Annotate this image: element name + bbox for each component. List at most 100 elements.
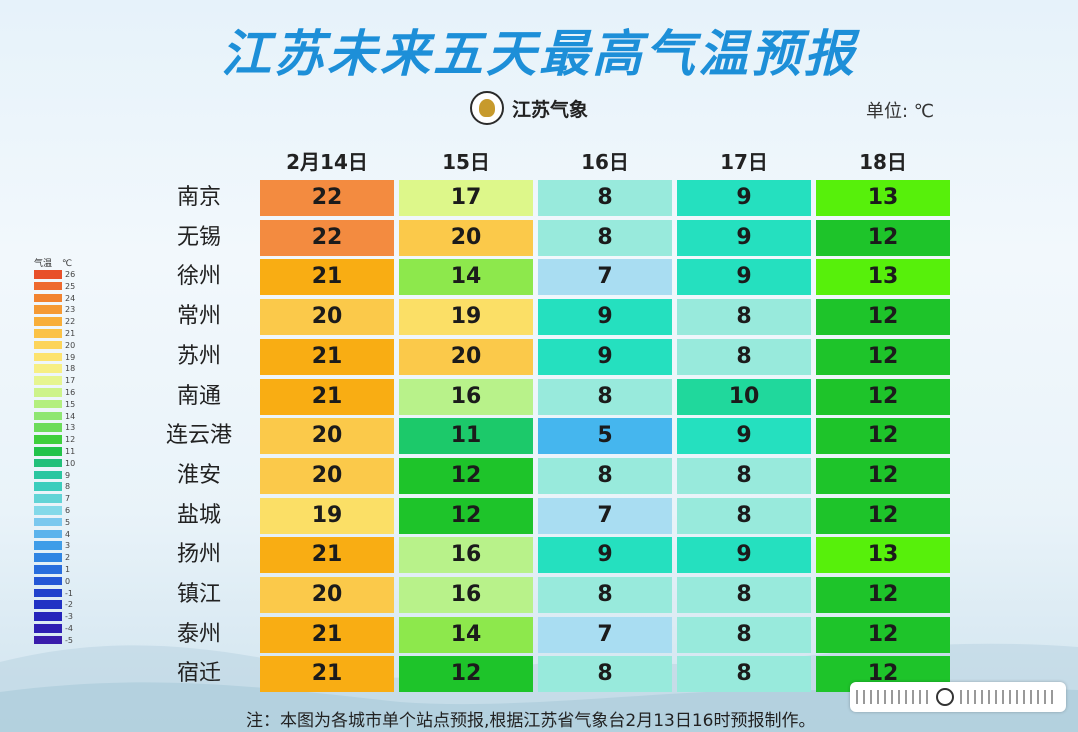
- legend-color-step: [34, 494, 62, 503]
- temperature-cell: 12: [816, 577, 950, 613]
- legend-color-step: [34, 517, 62, 527]
- city-label: 泰州: [176, 622, 221, 647]
- temperature-cell: 12: [399, 656, 533, 692]
- temperature-cell: 14: [399, 617, 533, 653]
- logo-text: 江苏气象: [512, 98, 589, 121]
- image-viewer-toolbar[interactable]: [850, 682, 1066, 712]
- temperature-cell: 9: [538, 537, 672, 573]
- legend-tick-label: 11: [65, 447, 76, 456]
- toolbar-left-controls[interactable]: [856, 690, 930, 704]
- city-label: 无锡: [176, 225, 221, 250]
- legend-tick-label: 6: [65, 506, 71, 515]
- temperature-cell: 20: [260, 458, 394, 494]
- day-header: 17日: [720, 150, 768, 174]
- legend-color-step: [34, 281, 62, 291]
- legend-tick-label: 18: [65, 364, 76, 374]
- temperature-cell: 8: [677, 617, 811, 653]
- temperature-cell: 8: [677, 577, 811, 613]
- temperature-cell: 12: [399, 498, 533, 534]
- temperature-cell: 16: [399, 577, 533, 613]
- legend-color-step: [34, 435, 62, 444]
- temperature-cell: 12: [816, 339, 950, 375]
- temperature-cell: 8: [677, 299, 811, 335]
- city-label: 淮安: [176, 463, 221, 488]
- temperature-cell: 11: [399, 418, 533, 454]
- city-label: 镇江: [176, 582, 221, 607]
- legend-tick-label: -1: [65, 588, 73, 598]
- temperature-cell: 8: [538, 577, 672, 613]
- legend-tick-label: 23: [65, 305, 76, 315]
- legend-color-step: [34, 553, 62, 562]
- temperature-cell: 9: [677, 180, 811, 216]
- jiangsu-weather-logo-icon: [470, 91, 504, 125]
- legend-color-step: [34, 600, 62, 609]
- circle-icon[interactable]: [936, 688, 954, 706]
- legend-color-step: [34, 635, 62, 645]
- legend-color-step: [34, 588, 62, 598]
- temperature-cell: 7: [538, 498, 672, 534]
- legend-header: 气温 ℃: [34, 256, 82, 269]
- temperature-cell: 12: [816, 299, 950, 335]
- temperature-cell: 21: [260, 617, 394, 653]
- page-title: 江苏未来五天最高气温预报: [221, 25, 857, 83]
- city-label: 徐州: [176, 264, 221, 289]
- temperature-cell: 19: [399, 299, 533, 335]
- temperature-cell: 14: [399, 259, 533, 295]
- legend-color-step: [34, 447, 62, 456]
- legend-tick-label: 19: [65, 352, 76, 362]
- legend-tick-label: 3: [65, 541, 71, 551]
- temperature-cell: 21: [260, 537, 394, 573]
- legend-tick-label: 26: [65, 270, 76, 279]
- legend-unit: ℃: [62, 259, 73, 269]
- footnote: 注：本图为各城市单个站点预报,根据江苏省气象台2月13日16时预报制作。: [246, 711, 816, 731]
- legend-tick-label: 20: [65, 340, 76, 350]
- day-header: 16日: [581, 150, 629, 174]
- city-label: 连云港: [165, 423, 232, 448]
- temperature-cell: 19: [260, 498, 394, 534]
- legend-color-step: [34, 612, 62, 621]
- legend-tick-label: -4: [65, 624, 73, 633]
- temperature-cell: 20: [260, 577, 394, 613]
- legend-tick-label: 25: [65, 281, 76, 291]
- temperature-cell: 8: [677, 498, 811, 534]
- temperature-cell: 13: [816, 259, 950, 295]
- temperature-cell: 9: [538, 339, 672, 375]
- legend-color-step: [34, 352, 62, 362]
- legend-color-step: [34, 470, 62, 480]
- temperature-cell: 16: [399, 537, 533, 573]
- legend-color-step: [34, 364, 62, 373]
- temperature-cell: 9: [677, 418, 811, 454]
- legend-color-step: [34, 340, 62, 350]
- temperature-cell: 12: [816, 458, 950, 494]
- legend-tick-label: 17: [65, 376, 76, 386]
- temperature-cell: 22: [260, 220, 394, 256]
- temperature-cell: 20: [399, 220, 533, 256]
- legend-color-step: [34, 529, 62, 539]
- unit-label: 单位: ℃: [866, 101, 935, 122]
- city-label: 盐城: [176, 503, 221, 528]
- temperature-cell: 9: [677, 259, 811, 295]
- temperature-cell: 8: [677, 458, 811, 494]
- legend-tick-label: 10: [65, 458, 76, 468]
- legend-tick-label: 21: [65, 329, 76, 338]
- city-label: 南通: [176, 384, 221, 409]
- legend-color-step: [34, 565, 62, 574]
- legend-tick-label: 12: [65, 435, 76, 445]
- toolbar-right-controls[interactable]: [960, 690, 1055, 704]
- temperature-cell: 7: [538, 617, 672, 653]
- legend-tick-label: -2: [65, 600, 73, 610]
- legend-tick-label: 22: [65, 317, 76, 327]
- legend-tick-label: 16: [65, 388, 76, 397]
- legend-color-step: [34, 329, 62, 338]
- legend-color-step: [34, 506, 62, 515]
- temperature-cell: 17: [399, 180, 533, 216]
- temperature-cell: 5: [538, 418, 672, 454]
- city-label: 宿迁: [176, 661, 221, 686]
- city-label: 南京: [176, 185, 221, 210]
- legend-tick-label: 14: [65, 411, 76, 421]
- temperature-cell: 22: [260, 180, 394, 216]
- legend-color-step: [34, 423, 62, 432]
- legend-color-step: [34, 317, 62, 326]
- temperature-cell: 9: [677, 537, 811, 573]
- temperature-cell: 13: [816, 180, 950, 216]
